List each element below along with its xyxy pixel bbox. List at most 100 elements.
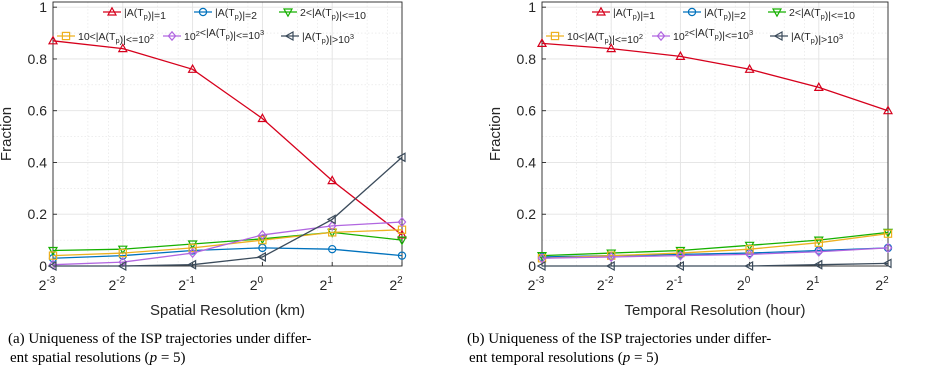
legend: |A(Tp)|=1 |A(Tp)|=2 2<|A(Tp)|<=10 10<|A(Tp)… [57,6,366,46]
x-axis-label: Temporal Resolution (hour) [625,302,806,319]
x-tick-label: 20 [737,275,751,293]
y-tick-label: 0 [528,258,536,274]
y-tick-label: 0.2 [28,206,48,222]
x-tick-label: 2-1 [178,275,195,293]
data-point [537,253,547,264]
data-point [744,63,755,73]
x-tick-label: 21 [806,275,820,293]
plot-frame [52,1,403,267]
data-point [47,260,57,272]
data-point [606,43,617,53]
data-point [606,251,616,263]
y-axis-label: Fraction [487,107,504,161]
data-point [536,260,546,272]
series-line [542,262,889,267]
data-point [745,244,754,254]
data-point [536,37,548,48]
series [536,37,894,115]
x-axis-label: Spatial Resolution (km) [150,302,305,319]
series [47,152,406,272]
legend-marker [687,7,697,17]
series [48,243,407,263]
data-point [675,246,686,256]
data-point [328,228,337,237]
x-tick-label: 2-3 [528,275,545,293]
data-point [813,236,824,246]
caption-line: (a) Uniqueness of the ISP trajectories u… [8,331,312,347]
data-point [676,248,685,258]
data-point [258,235,267,245]
data-point [47,35,59,45]
y-tick-label: 0 [39,258,47,274]
y-axis-label: Fraction [0,107,15,161]
data-point [676,250,685,261]
legend-marker [550,31,560,41]
x-tick-label: 20 [250,275,264,293]
data-point [813,81,824,92]
y-tick-label: 0.6 [28,103,48,119]
data-point [675,50,686,60]
data-point [397,216,407,228]
legend-label: 102<|A(Tp)|<=103 [673,27,753,43]
series [47,35,408,239]
legend-label: 2<|A(Tp)|<=10 [300,7,366,22]
legend-marker [167,30,177,42]
legend-label: 2<|A(Tp)|<=10 [789,7,855,22]
y-tick-label: 0.8 [517,51,537,67]
data-point [117,260,127,272]
legend-marker [284,30,294,42]
data-point [674,260,684,272]
data-point [882,105,894,115]
data-point [882,258,892,269]
legend-marker [595,6,607,16]
legend-marker [61,31,71,41]
legend-label: 102<|A(Tp)|<=103 [184,27,264,43]
data-point [48,251,58,260]
data-point [883,242,893,254]
legend-label: |A(Tp)|>103 [791,31,843,46]
caption-line: ent temporal resolutions (p = 5) [469,350,659,366]
legend-label: |A(Tp)|=1 [613,7,655,22]
series-line [541,247,889,259]
series-line [52,40,403,236]
series [537,242,893,264]
series-line [52,247,403,259]
legend-label: |A(Tp)|=1 [124,7,166,22]
data-point [396,152,406,163]
data-point [256,251,266,262]
x-tick-label: 2-2 [597,275,614,293]
data-point [188,247,197,259]
y-tick-label: 0.8 [28,51,48,67]
data-point [118,248,127,258]
data-point [117,43,128,53]
data-point [814,238,824,247]
caption-temporal: (b) Uniqueness of the ISP trajectories u… [467,330,907,368]
chart-panel-spatial: 0 0.2 0.4 0.6 0.8 1 2-3 2-2 2-1 20 21 22 Spatial Res… [0,0,408,366]
series-line [53,156,403,267]
caption-line: ent spatial resolutions (p = 5) [10,350,186,366]
chart-panel-temporal: 0 0.2 0.4 0.6 0.8 1 2-3 2-2 2-1 20 21 22 Temporal Re… [465,0,930,373]
data-point [188,243,197,253]
x-tick-label: 21 [320,275,334,293]
series-line [541,231,889,257]
series-line [541,233,889,259]
x-tick-label: 2-2 [108,275,125,293]
data-point [328,244,337,254]
data-point [396,236,408,246]
y-tick-label: 0.4 [517,154,537,170]
data-point [606,249,617,259]
data-point [187,259,197,270]
y-tick-label: 1 [39,0,47,15]
data-point [257,113,268,123]
caption-line: (b) Uniqueness of the ISP trajectories u… [467,331,772,347]
x-tick-label: 2-1 [666,275,683,293]
legend-label: 10<|A(Tp)|<=102 [78,31,154,46]
legend-label: |A(Tp)|=2 [704,7,746,22]
series-line [52,221,403,266]
series-line [52,231,403,252]
legend-marker [198,7,208,17]
data-point [882,228,894,238]
legend-marker [106,6,118,16]
data-point [883,229,893,238]
data-point [813,259,823,270]
